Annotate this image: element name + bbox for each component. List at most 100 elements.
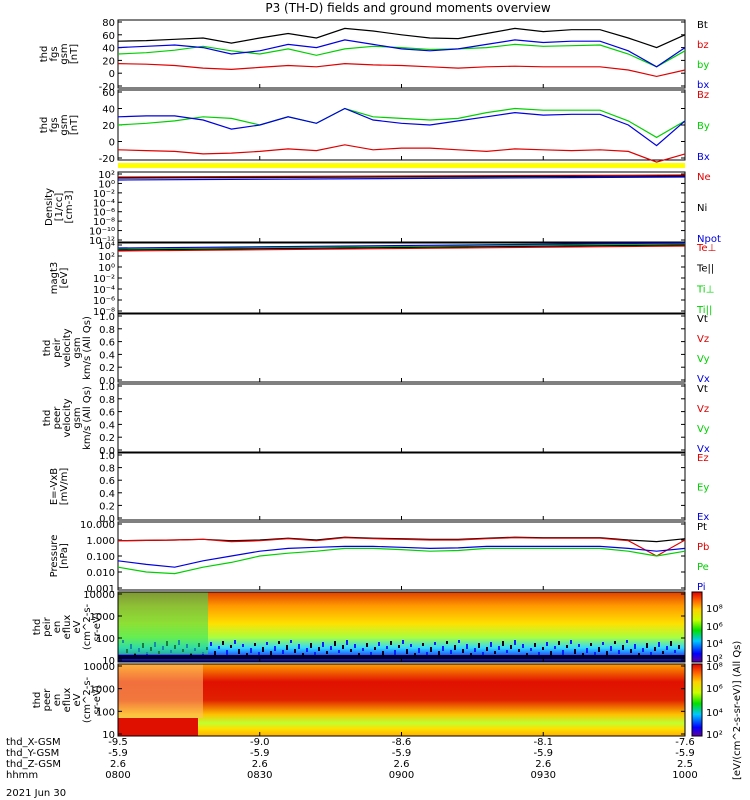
noise-pixel: [474, 648, 476, 652]
noise-pixel: [522, 644, 524, 648]
series-line-By: [117, 107, 686, 139]
x-axis-row-value: 2.6: [252, 759, 268, 770]
y-tick-label: 10⁻⁴: [93, 285, 115, 296]
y-tick-label: 0.100: [86, 552, 115, 563]
y-tick-label: 100: [96, 707, 115, 718]
y-tick-label: 10⁻²: [93, 274, 115, 285]
legend-entry: Ey: [697, 483, 709, 494]
noise-pixel: [258, 652, 260, 656]
y-axis-label-line: [1/cc]: [54, 193, 65, 222]
x-axis-row-label: hhmm: [6, 770, 38, 781]
x-axis-row-value: -8.1: [533, 737, 553, 748]
noise-pixel: [638, 653, 640, 656]
noise-pixel: [410, 644, 412, 647]
noise-pixel: [310, 643, 312, 648]
x-axis-row-label: thd_Y-GSM: [6, 748, 59, 759]
noise-pixel: [658, 642, 660, 647]
density-trace: [117, 176, 686, 181]
y-tick-label: 60: [102, 31, 115, 42]
noise-pixel: [654, 647, 656, 651]
x-axis-row-value: -5.9: [392, 748, 412, 759]
y-axis-label-line: peir: [52, 337, 63, 357]
noise-pixel: [482, 652, 484, 655]
noise-pixel: [330, 646, 332, 650]
y-tick-label: 10⁰: [98, 263, 115, 274]
y-tick-label: 0.8: [99, 325, 115, 336]
y-axis-label-line: thd: [42, 410, 53, 427]
noise-pixel: [486, 647, 488, 651]
y-axis-label-line: magt3: [49, 262, 60, 295]
legend-entry: Ne: [697, 172, 711, 183]
panel-frame: [117, 171, 686, 243]
noise-pixel: [546, 642, 548, 646]
noise-pixel: [346, 640, 348, 645]
noise-pixel: [470, 653, 472, 656]
colorbar-tick: 10⁸: [706, 662, 723, 673]
noise-pixel: [506, 650, 508, 653]
legend-entry: Pt: [697, 522, 707, 533]
noise-pixel: [434, 642, 436, 645]
noise-pixel: [458, 640, 460, 643]
legend-entry: Ez: [697, 453, 709, 464]
noise-pixel: [498, 646, 500, 650]
noise-pixel: [598, 647, 600, 652]
panel-frame: [117, 242, 686, 314]
legend-entry: Vt: [697, 314, 708, 325]
noise-pixel: [606, 651, 608, 655]
noise-pixel: [234, 640, 236, 644]
noise-pixel: [382, 651, 384, 656]
noise-pixel: [610, 646, 612, 651]
noise-pixel: [370, 652, 372, 657]
x-axis-row-value: -5.9: [533, 748, 553, 759]
noise-pixel: [290, 640, 292, 643]
y-axis-label-line: thd: [39, 46, 50, 63]
spectrogram-low-energy-region: [118, 718, 198, 736]
noise-pixel: [518, 649, 520, 652]
y-axis-label-line: eflux: [62, 688, 73, 713]
y-tick-label: 0.0: [99, 514, 115, 525]
legend-entry: by: [697, 60, 709, 71]
series-line-Bz: [117, 144, 686, 163]
y-tick-label: 0.6: [99, 408, 115, 419]
y-tick-label: 0.0: [99, 376, 115, 387]
y-tick-label: 0.4: [99, 420, 115, 431]
noise-pixel: [586, 648, 588, 653]
y-tick-label: 1.0: [99, 312, 115, 323]
noise-pixel: [494, 651, 496, 654]
noise-pixel: [454, 645, 456, 650]
noise-pixel: [534, 643, 536, 647]
legend-entry: Te⊥: [696, 243, 716, 254]
y-tick-label: 0.8: [99, 395, 115, 406]
noise-pixel: [438, 651, 440, 655]
noise-pixel: [342, 645, 344, 649]
y-axis-label-line: km/s (All Qs): [82, 386, 93, 450]
noise-pixel: [326, 651, 328, 654]
legend-entry: Vy: [697, 424, 710, 435]
y-axis-label-line: fgs: [49, 117, 60, 132]
spectrogram-early-region: [118, 664, 203, 718]
y-tick-label: 1.0: [99, 382, 115, 393]
noise-pixel: [626, 640, 628, 643]
y-tick-label: 10.000: [80, 520, 115, 531]
density-trace: [117, 175, 686, 179]
y-tick-label: 20: [102, 121, 115, 132]
noise-pixel: [366, 643, 368, 647]
x-axis-row-value: -9.5: [108, 737, 128, 748]
series-line-Pb: [117, 537, 686, 557]
noise-pixel: [642, 648, 644, 652]
legend-entry: Te||: [696, 264, 714, 275]
density-trace: [117, 174, 686, 178]
noise-pixel: [462, 649, 464, 653]
series-line-by: [117, 43, 686, 68]
noise-pixel: [514, 640, 516, 645]
noise-pixel: [218, 646, 220, 649]
y-tick-label: -20: [99, 82, 115, 93]
series-line-Pe: [117, 547, 686, 575]
y-tick-label: 10⁴: [98, 241, 115, 252]
x-axis-row-value: -8.6: [392, 737, 412, 748]
legend-entry: Bz: [697, 90, 709, 101]
y-axis-label-line: thd: [32, 692, 43, 709]
noise-pixel: [254, 643, 256, 646]
y-axis-label-line: gsm: [72, 337, 83, 358]
